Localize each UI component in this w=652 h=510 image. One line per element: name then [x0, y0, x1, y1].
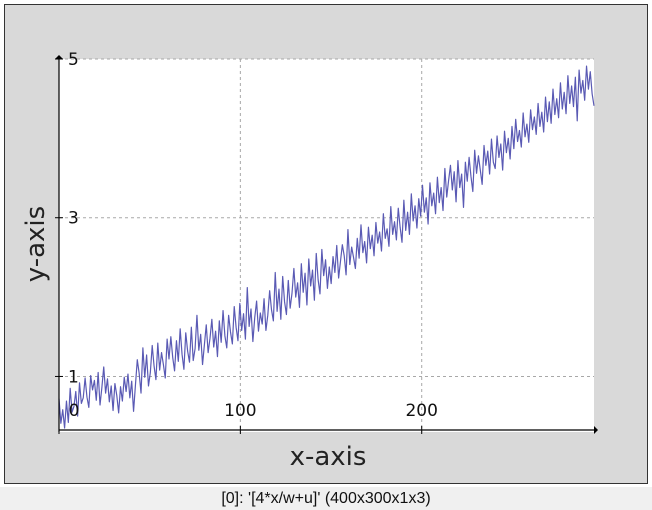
axes: [55, 55, 598, 434]
grid-lines: [59, 58, 594, 432]
status-bar: [0]: '[4*x/w+u]' (400x300x1x3): [0, 487, 652, 510]
y-tick-label: 3: [68, 209, 79, 229]
y-axis-arrow: [55, 55, 63, 59]
series-line: [58, 65, 595, 429]
y-tick-label: 5: [68, 50, 79, 70]
x-axis-arrow: [594, 426, 598, 434]
y-tick-label: 1: [68, 367, 79, 387]
plot-area: [59, 59, 594, 432]
x-tick-label: 100: [224, 401, 256, 421]
axis-ticks: 0 100 200 1 3 5: [55, 50, 438, 434]
x-tick-label: 0: [69, 401, 80, 421]
status-text: [0]: '[4*x/w+u]' (400x300x1x3): [221, 490, 431, 507]
y-axis-label: y-axis: [21, 206, 51, 282]
line-chart: 0 100 200 1 3 5 x-axis y-axis: [21, 50, 598, 472]
x-axis-label: x-axis: [290, 442, 367, 472]
x-tick-label: 200: [405, 401, 437, 421]
